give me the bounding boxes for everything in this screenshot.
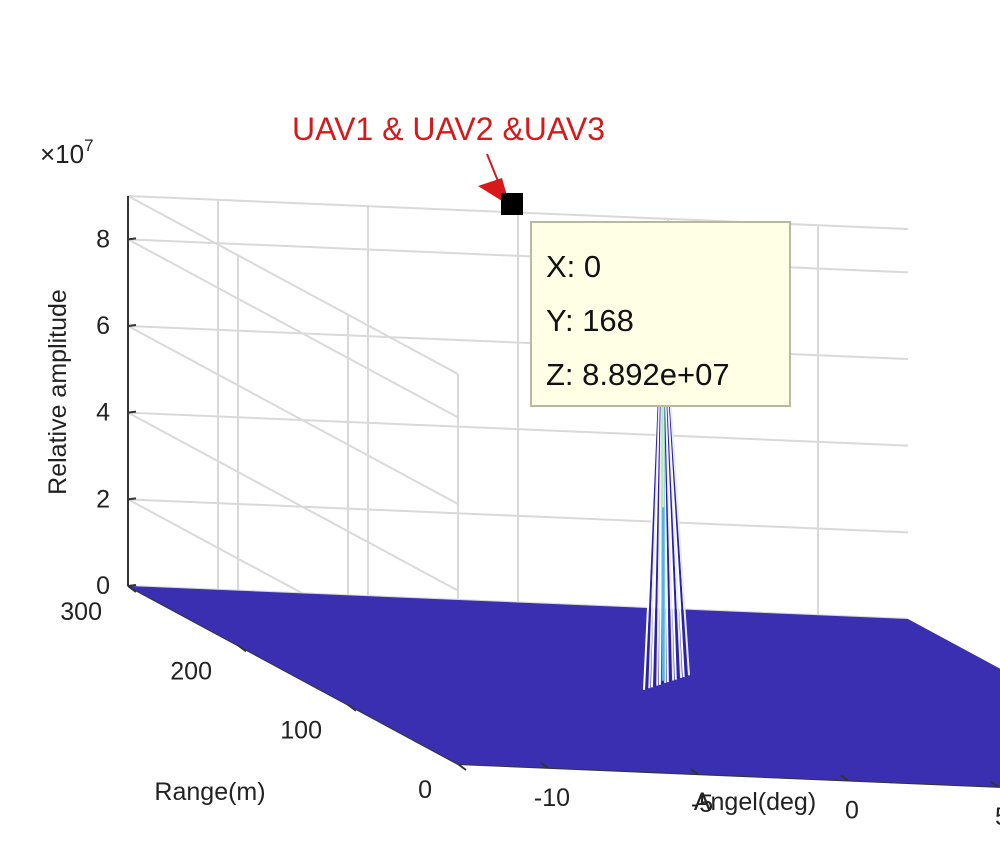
z-tick-label: 6 [96, 312, 110, 340]
z-tick-label: 4 [96, 399, 110, 427]
z-tick-label: 0 [96, 572, 110, 600]
peak-marker [501, 193, 523, 215]
grid-line [127, 325, 459, 505]
y-tick-mark [237, 644, 247, 653]
grid-line [127, 411, 909, 447]
datatip-x: X: 0 [546, 249, 601, 284]
grid-line [127, 195, 459, 375]
grid-line [127, 498, 909, 534]
z-axis-label: Relative amplitude [44, 289, 72, 495]
z-tick-mark [127, 410, 137, 414]
z-exponent-label: ×107 [40, 136, 94, 169]
peak-annotation-text: UAV1 & UAV2 &UAV3 [292, 111, 605, 147]
x-tick-mark [690, 768, 699, 775]
x-tick-label: -5 [691, 790, 713, 818]
y-tick-label: 300 [60, 598, 102, 626]
x-axis-label: Angel(deg) [694, 788, 816, 816]
y-tick-label: 0 [418, 776, 432, 804]
surface-floor [128, 586, 1000, 787]
z-tick-mark [127, 324, 137, 327]
y-tick-label: 100 [280, 717, 322, 745]
z-tick-label: 2 [96, 485, 110, 513]
datatip: X: 0 Y: 168 Z: 8.892e+07 [530, 221, 791, 407]
x-tick-mark [990, 781, 999, 788]
y-tick-mark [457, 763, 467, 771]
x-tick-label: -10 [534, 784, 570, 812]
z-tick-mark [127, 237, 137, 241]
datatip-y: Y: 168 [546, 303, 634, 338]
x-tick-label: 0 [845, 797, 859, 825]
datatip-z: Z: 8.892e+07 [546, 357, 730, 392]
surface [128, 295, 1000, 787]
x-tick-label: 5 [995, 803, 1000, 831]
y-tick-mark [127, 585, 137, 593]
grid-line [127, 411, 459, 592]
x-tick-mark [840, 774, 849, 782]
grid-line [127, 238, 459, 419]
y-tick-mark [347, 703, 357, 712]
y-axis-label: Range(m) [154, 778, 265, 806]
x-tick-mark [540, 761, 549, 769]
datatip-box [530, 221, 791, 407]
y-tick-label: 200 [170, 657, 212, 685]
z-tick-label: 8 [96, 225, 110, 253]
z-tick-mark [127, 497, 137, 501]
